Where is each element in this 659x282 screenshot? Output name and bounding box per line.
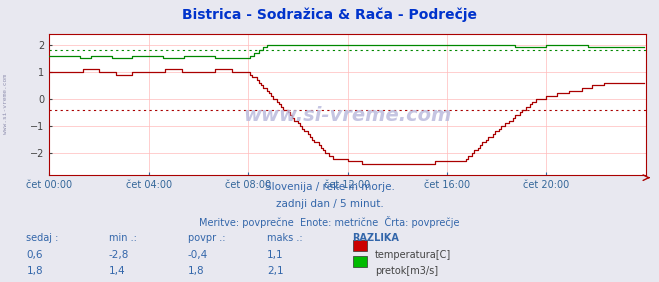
- Text: povpr .:: povpr .:: [188, 233, 225, 243]
- Text: Slovenija / reke in morje.: Slovenija / reke in morje.: [264, 182, 395, 192]
- Text: sedaj :: sedaj :: [26, 233, 59, 243]
- Text: temperatura[C]: temperatura[C]: [375, 250, 451, 259]
- Text: pretok[m3/s]: pretok[m3/s]: [375, 266, 438, 276]
- Text: zadnji dan / 5 minut.: zadnji dan / 5 minut.: [275, 199, 384, 209]
- Text: 1,1: 1,1: [267, 250, 283, 259]
- Text: min .:: min .:: [109, 233, 136, 243]
- Text: -0,4: -0,4: [188, 250, 208, 259]
- Text: www.si-vreme.com: www.si-vreme.com: [243, 106, 452, 125]
- Text: maks .:: maks .:: [267, 233, 302, 243]
- Text: 2,1: 2,1: [267, 266, 283, 276]
- Text: -2,8: -2,8: [109, 250, 129, 259]
- Text: 1,8: 1,8: [26, 266, 43, 276]
- Text: www.si-vreme.com: www.si-vreme.com: [3, 74, 8, 134]
- Text: 1,8: 1,8: [188, 266, 204, 276]
- Text: 1,4: 1,4: [109, 266, 125, 276]
- Text: Meritve: povprečne  Enote: metrične  Črta: povprečje: Meritve: povprečne Enote: metrične Črta:…: [199, 216, 460, 228]
- Text: Bistrica - Sodražica & Rača - Podrečje: Bistrica - Sodražica & Rača - Podrečje: [182, 7, 477, 21]
- Text: RAZLIKA: RAZLIKA: [353, 233, 399, 243]
- Text: 0,6: 0,6: [26, 250, 43, 259]
